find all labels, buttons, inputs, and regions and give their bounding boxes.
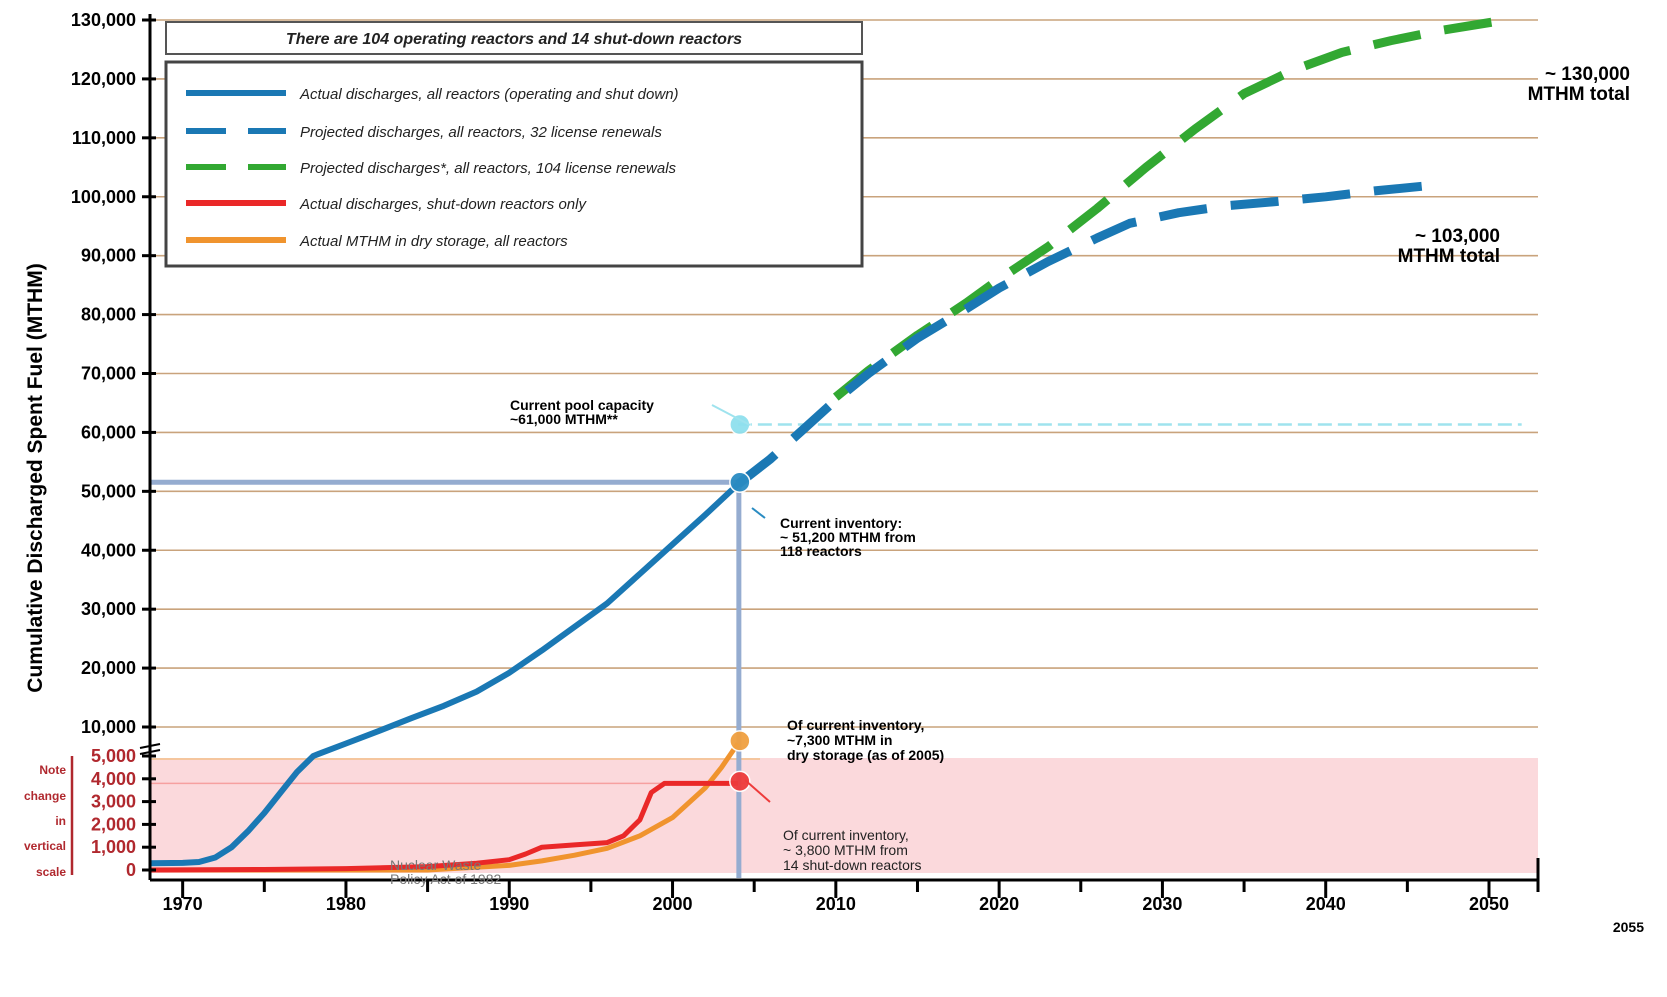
y-tick-label: 70,000 bbox=[81, 364, 136, 384]
dry-storage-label: Of current inventory, bbox=[787, 717, 924, 733]
y-axis-title: Cumulative Discharged Spent Fuel (MTHM) bbox=[24, 263, 47, 692]
y-tick-label-lower: 0 bbox=[126, 860, 136, 880]
shutdown-label: Of current inventory, bbox=[783, 827, 909, 843]
x-tick-label: 2040 bbox=[1306, 894, 1346, 914]
x-tick-label: 2050 bbox=[1469, 894, 1509, 914]
total-130-label: MTHM total bbox=[1528, 84, 1630, 105]
y-tick-label-lower: 4,000 bbox=[91, 769, 136, 789]
lower-scale-band bbox=[150, 758, 1538, 873]
shutdown-label: ~ 3,800 MTHM from bbox=[783, 842, 908, 858]
legend-entry: Projected discharges, all reactors, 32 l… bbox=[300, 124, 662, 141]
legend: There are 104 operating reactors and 14 … bbox=[164, 21, 864, 268]
y-tick-label-lower: 2,000 bbox=[91, 814, 136, 834]
y-tick-label: 40,000 bbox=[81, 540, 136, 560]
shutdown-label: 14 shut-down reactors bbox=[783, 857, 922, 873]
dry-storage-marker bbox=[729, 730, 751, 752]
pool-capacity-label: ~61,000 MTHM** bbox=[510, 411, 618, 427]
dry-storage-label: dry storage (as of 2005) bbox=[787, 747, 944, 763]
total-130-label: ~ 130,000 bbox=[1545, 64, 1630, 85]
shutdown-leader bbox=[744, 779, 771, 803]
x-end-label: 2055 bbox=[1613, 919, 1644, 935]
current-inventory-marker bbox=[729, 471, 751, 494]
reference-lines bbox=[150, 423, 1522, 878]
inventory-leader bbox=[751, 507, 766, 519]
total-103-label: ~ 103,000 bbox=[1415, 226, 1500, 247]
legend-title: There are 104 operating reactors and 14 … bbox=[286, 31, 742, 48]
scale-note-word: Note bbox=[39, 763, 66, 777]
x-tick-label: 1970 bbox=[163, 894, 203, 914]
series-actual-all bbox=[149, 482, 740, 867]
annotation-layer: Current pool capacity~61,000 MTHM** Curre… bbox=[390, 64, 1630, 887]
dry-storage-label: ~7,300 MTHM in bbox=[787, 732, 892, 748]
y-tick-label: 10,000 bbox=[81, 717, 136, 737]
pool-capacity-label: Current pool capacity bbox=[510, 397, 654, 413]
x-tick-label: 1990 bbox=[489, 894, 529, 914]
total-103-label: MTHM total bbox=[1398, 246, 1500, 267]
series-projected-104 bbox=[832, 15, 1507, 401]
y-tick-label: 80,000 bbox=[81, 305, 136, 325]
legend-entry: Actual discharges, all reactors (operati… bbox=[299, 86, 679, 103]
y-tick-label-lower: 5,000 bbox=[91, 746, 136, 766]
current-inventory-label: ~ 51,200 MTHM from bbox=[780, 529, 916, 545]
y-tick-label: 30,000 bbox=[81, 599, 136, 619]
scale-note-word: change bbox=[24, 789, 66, 803]
scale-note-word: in bbox=[55, 814, 66, 828]
y-tick-label: 110,000 bbox=[72, 128, 136, 148]
y-tick-label: 50,000 bbox=[81, 481, 136, 501]
scale-note-word: vertical bbox=[24, 839, 66, 853]
axis-layer: 10,000 20,000 30,000 40,000 50,000 60,000 70,0… bbox=[24, 10, 1644, 935]
shutdown-marker bbox=[729, 770, 751, 793]
legend-entry: Actual MTHM in dry storage, all reactors bbox=[299, 233, 568, 250]
legend-title-box bbox=[165, 21, 863, 55]
background-layer bbox=[150, 758, 1538, 873]
y-tick-label: 60,000 bbox=[81, 422, 136, 442]
pool-capacity-marker bbox=[729, 413, 751, 436]
x-tick-label: 2010 bbox=[816, 894, 856, 914]
y-tick-label: 20,000 bbox=[81, 658, 136, 678]
pool-leader bbox=[711, 404, 751, 426]
scale-break-mark bbox=[139, 743, 161, 755]
nwpa-label: Policy Act of 1982 bbox=[390, 871, 502, 887]
x-tick-label: 2020 bbox=[979, 894, 1019, 914]
x-tick-label: 2000 bbox=[653, 894, 693, 914]
y-tick-label: 100,000 bbox=[71, 187, 136, 207]
x-tick-label: 2030 bbox=[1142, 894, 1182, 914]
series-projected-32 bbox=[735, 181, 1425, 488]
x-tick-label: 1980 bbox=[326, 894, 366, 914]
legend-entry: Actual discharges, shut-down reactors on… bbox=[299, 196, 587, 213]
y-tick-label: 130,000 bbox=[71, 10, 136, 30]
series-layer bbox=[149, 15, 1507, 873]
series-shutdown bbox=[149, 780, 738, 873]
legend-entry: Projected discharges*, all reactors, 104… bbox=[300, 160, 677, 177]
scale-note-word: scale bbox=[36, 865, 66, 879]
y-tick-label: 120,000 bbox=[71, 69, 136, 89]
y-tick-label: 90,000 bbox=[81, 246, 136, 266]
current-inventory-label: 118 reactors bbox=[780, 543, 862, 559]
current-inventory-label: Current inventory: bbox=[780, 515, 902, 531]
nwpa-label: Nuclear Waste bbox=[390, 857, 482, 873]
marker-layer bbox=[729, 413, 751, 793]
y-tick-label-lower: 3,000 bbox=[91, 792, 136, 812]
y-tick-label-lower: 1,000 bbox=[91, 837, 136, 857]
